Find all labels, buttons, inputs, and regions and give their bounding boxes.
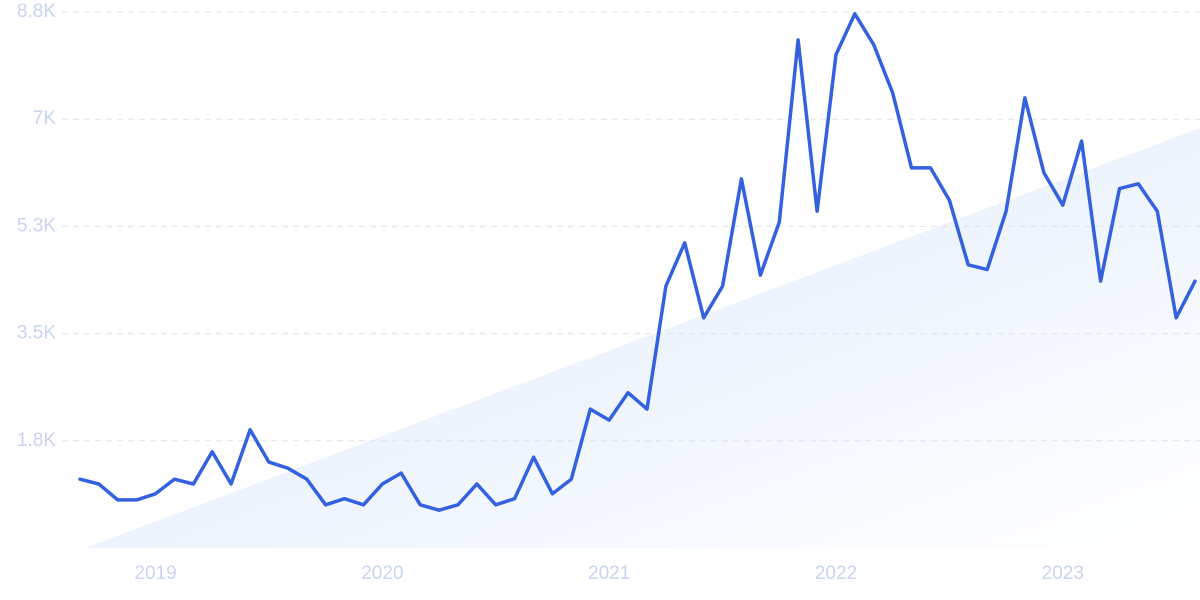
y-tick-label: 8.8K	[17, 1, 56, 22]
y-tick-label: 7K	[33, 108, 57, 129]
y-tick-label: 3.5K	[17, 323, 56, 344]
y-tick-label: 1.8K	[17, 430, 56, 451]
x-tick-label: 2019	[134, 563, 176, 584]
y-tick-label: 5.3K	[17, 215, 56, 236]
x-tick-label: 2023	[1042, 563, 1084, 584]
trend-line	[78, 12, 1197, 512]
x-tick-label: 2022	[815, 563, 857, 584]
x-tick-label: 2020	[361, 563, 403, 584]
trend-area	[85, 128, 1200, 548]
x-tick-label: 2021	[588, 563, 630, 584]
